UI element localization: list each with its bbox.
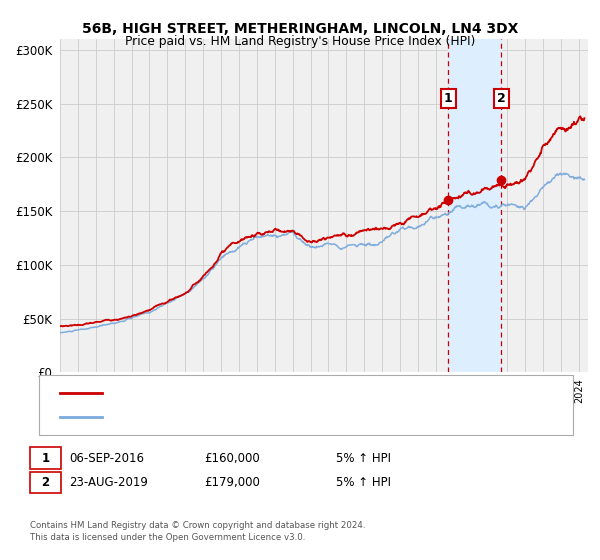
Text: Contains HM Land Registry data © Crown copyright and database right 2024.: Contains HM Land Registry data © Crown c…: [30, 521, 365, 530]
Bar: [448, 39, 501, 372]
Text: 5% ↑ HPI: 5% ↑ HPI: [336, 451, 391, 465]
Text: £160,000: £160,000: [204, 451, 260, 465]
Text: 2: 2: [41, 476, 50, 489]
Text: 23-AUG-2019: 23-AUG-2019: [69, 476, 148, 489]
Text: 2: 2: [497, 92, 505, 105]
Text: Price paid vs. HM Land Registry's House Price Index (HPI): Price paid vs. HM Land Registry's House …: [125, 35, 475, 48]
Text: 56B, HIGH STREET, METHERINGHAM, LINCOLN, LN4 3DX: 56B, HIGH STREET, METHERINGHAM, LINCOLN,…: [82, 22, 518, 36]
Text: 5% ↑ HPI: 5% ↑ HPI: [336, 476, 391, 489]
Text: HPI: Average price, semi-detached house, North Kesteven: HPI: Average price, semi-detached house,…: [108, 412, 410, 422]
Text: 1: 1: [41, 451, 50, 465]
Text: 06-SEP-2016: 06-SEP-2016: [69, 451, 144, 465]
Text: 56B, HIGH STREET, METHERINGHAM, LINCOLN, LN4 3DX (semi-detached house): 56B, HIGH STREET, METHERINGHAM, LINCOLN,…: [108, 388, 524, 398]
Text: £179,000: £179,000: [204, 476, 260, 489]
Text: 1: 1: [443, 92, 452, 105]
Text: This data is licensed under the Open Government Licence v3.0.: This data is licensed under the Open Gov…: [30, 533, 305, 542]
